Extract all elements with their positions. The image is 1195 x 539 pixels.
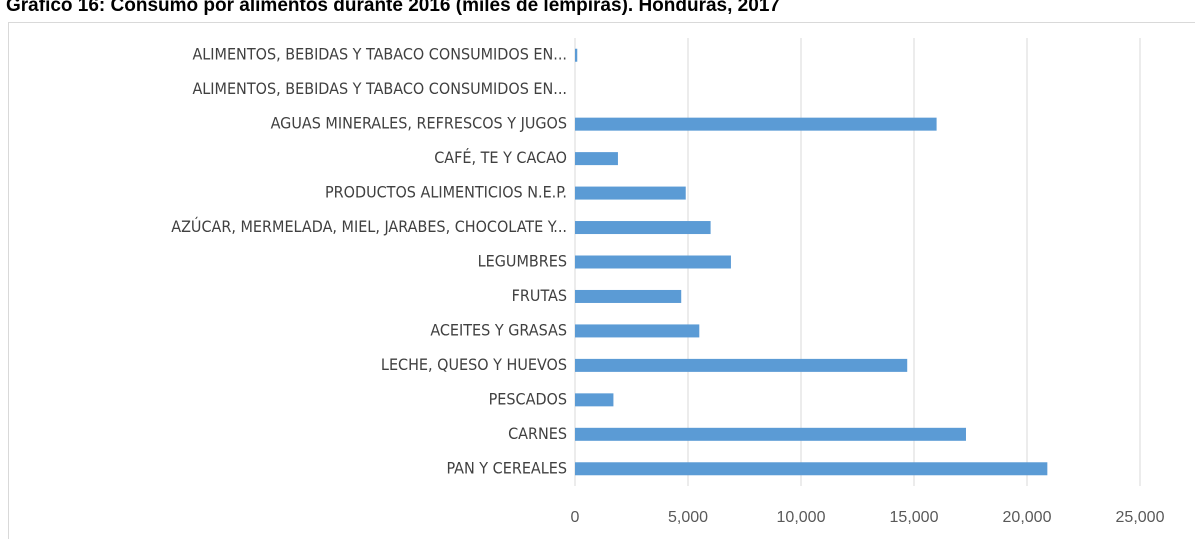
bar (575, 427, 966, 441)
y-tick-label: CAFÉ, TE Y CACAO (434, 148, 567, 167)
y-tick-label: ALIMENTOS, BEBIDAS Y TABACO CONSUMIDOS E… (192, 45, 567, 64)
y-tick-label: ACEITES Y GRASAS (430, 320, 567, 339)
y-tick-label: PESCADOS (489, 389, 567, 408)
x-tick-label: 5,000 (668, 509, 708, 526)
y-tick-label: CARNES (508, 424, 567, 443)
x-tick-label: 15,000 (890, 509, 939, 526)
x-tick-label: 10,000 (777, 509, 826, 526)
bar (575, 358, 908, 372)
y-tick-label: LEGUMBRES (478, 252, 567, 271)
y-tick-label: FRUTAS (512, 286, 567, 305)
bar (575, 221, 711, 235)
bar (575, 393, 614, 407)
y-tick-label: AGUAS MINERALES, REFRESCOS Y JUGOS (271, 114, 567, 133)
y-tick-label: AZÚCAR, MERMELADA, MIEL, JARABES, CHOCOL… (171, 217, 567, 236)
y-tick-label: PRODUCTOS ALIMENTICIOS N.E.P. (325, 183, 567, 202)
bar (575, 117, 937, 131)
bar (575, 289, 682, 303)
x-tick-label: 20,000 (1003, 509, 1052, 526)
bar (575, 152, 618, 166)
bar (575, 324, 700, 338)
y-tick-label: ALIMENTOS, BEBIDAS Y TABACO CONSUMIDOS E… (192, 79, 567, 98)
bar (575, 255, 731, 269)
chart-border (8, 22, 1195, 539)
y-tick-label: LECHE, QUESO Y HUEVOS (381, 355, 567, 374)
chart-title: Gráfico 16: Consumo por alimentos durant… (6, 0, 780, 16)
y-tick-label: PAN Y CEREALES (446, 458, 567, 477)
bar (575, 462, 1048, 476)
bar (575, 186, 686, 200)
bar (575, 48, 578, 62)
x-tick-label: 25,000 (1116, 509, 1165, 526)
x-tick-label: 0 (571, 509, 580, 526)
